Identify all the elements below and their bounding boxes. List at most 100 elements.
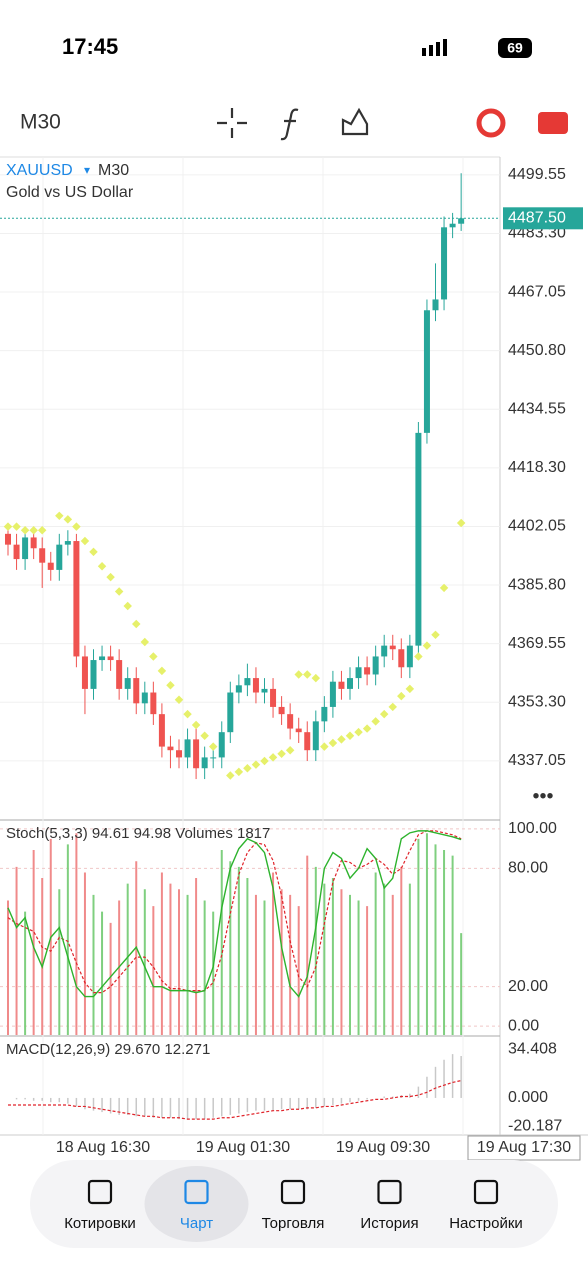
toolbar-icons[interactable] bbox=[217, 107, 568, 141]
time-label: 19 Aug 09:30 bbox=[336, 1139, 430, 1156]
stoch-tick-label: 100.00 bbox=[508, 820, 557, 837]
nav-label[interactable]: Чарт bbox=[180, 1215, 213, 1232]
candle-body bbox=[193, 739, 200, 769]
more-button[interactable]: ••• bbox=[532, 785, 553, 807]
sar-dot bbox=[303, 670, 312, 679]
candle-body bbox=[406, 645, 413, 668]
timeframe-button[interactable]: M30 bbox=[20, 111, 61, 134]
symbol-dropdown[interactable]: ▾ bbox=[84, 163, 90, 177]
price-tick-label: 4418.30 bbox=[508, 459, 566, 476]
symbol[interactable]: XAUUSD bbox=[6, 162, 73, 179]
price-tick-label: 4450.80 bbox=[508, 342, 566, 359]
time-label: 19 Aug 17:30 bbox=[477, 1139, 571, 1156]
sar-dot bbox=[320, 742, 329, 751]
candle-body bbox=[415, 432, 422, 646]
time-label-box bbox=[467, 1135, 581, 1161]
candle-body bbox=[81, 656, 88, 689]
candle-body bbox=[201, 757, 208, 769]
candle-body bbox=[107, 656, 114, 661]
candle-body bbox=[398, 649, 405, 668]
candle-body bbox=[56, 544, 63, 570]
candle-body bbox=[321, 706, 328, 722]
candle-body bbox=[278, 706, 285, 715]
stoch-label: Stoch(5,3,3) 94.61 94.98 Volumes 1817 bbox=[6, 825, 270, 842]
nav-label[interactable]: Торговля bbox=[262, 1215, 325, 1232]
macd-tick-label: 0.000 bbox=[508, 1089, 548, 1106]
candle-body bbox=[210, 757, 217, 759]
price-tick-label: 4337.05 bbox=[508, 752, 566, 769]
candle-body bbox=[30, 537, 37, 549]
candle-body bbox=[73, 541, 80, 657]
nav-label[interactable]: Настройки bbox=[449, 1215, 523, 1232]
sar-dot bbox=[294, 670, 303, 679]
nav-icon[interactable] bbox=[184, 1179, 209, 1205]
candle-body bbox=[5, 533, 11, 545]
status-time: 17:45 bbox=[62, 34, 118, 59]
candle-body bbox=[116, 660, 123, 689]
candle-body bbox=[270, 688, 277, 707]
candle-body bbox=[235, 685, 242, 693]
price-tick-label: 4353.30 bbox=[508, 693, 566, 710]
nav-label[interactable]: История bbox=[360, 1215, 418, 1232]
candle-body bbox=[227, 692, 234, 733]
nav-icon[interactable] bbox=[87, 1179, 113, 1205]
candle-body bbox=[124, 678, 131, 689]
stoch-d-line bbox=[7, 830, 462, 994]
current-price-label: 4487.50 bbox=[508, 210, 566, 227]
candle-body bbox=[441, 227, 448, 300]
sar-dot bbox=[405, 684, 415, 694]
candle-body bbox=[329, 681, 336, 707]
price-tick-label: 4499.55 bbox=[508, 166, 566, 183]
sar-dot bbox=[431, 630, 440, 640]
sar-dot bbox=[345, 731, 355, 741]
candle-body bbox=[150, 692, 157, 715]
candle-body bbox=[295, 728, 302, 733]
nav-icon[interactable] bbox=[377, 1179, 402, 1205]
candle-body bbox=[252, 678, 259, 693]
stoch-tick-label: 80.00 bbox=[508, 860, 548, 877]
nav-items: Котировки Чарт Торговля История Настройки bbox=[64, 1166, 523, 1242]
stoch-tick-label: 20.00 bbox=[508, 978, 548, 995]
macd-tick-label: -20.187 bbox=[508, 1118, 562, 1135]
price-tick-label: 4369.55 bbox=[508, 635, 566, 652]
sar-dot bbox=[311, 673, 321, 683]
candle-body bbox=[47, 562, 54, 570]
sar-dot bbox=[268, 753, 278, 762]
candle-body bbox=[218, 732, 225, 758]
time-label: 18 Aug 16:30 bbox=[56, 1139, 150, 1156]
candle-body bbox=[381, 645, 388, 657]
candle-body bbox=[158, 714, 165, 747]
sar-dot bbox=[277, 749, 286, 759]
signal-icon bbox=[422, 39, 447, 56]
candle-body bbox=[312, 721, 319, 751]
nav-icon[interactable] bbox=[473, 1179, 499, 1205]
candle-body bbox=[423, 310, 430, 433]
macd-tick-label: 34.408 bbox=[508, 1041, 557, 1058]
candle-body bbox=[261, 688, 268, 693]
current-price-box bbox=[503, 207, 583, 230]
nav-icon[interactable] bbox=[280, 1179, 306, 1205]
candle-body bbox=[22, 537, 29, 560]
battery-level: 69 bbox=[507, 40, 523, 56]
sar-dot bbox=[379, 709, 389, 719]
sar-dot bbox=[362, 724, 372, 733]
candle-body bbox=[39, 548, 46, 563]
candle-body bbox=[13, 544, 20, 560]
sar-dot bbox=[397, 691, 406, 701]
candle-body bbox=[372, 656, 379, 675]
candle-body bbox=[244, 678, 251, 686]
sar-dot bbox=[260, 756, 269, 766]
macd-signal-line bbox=[8, 1080, 462, 1120]
sar-dot bbox=[388, 702, 397, 712]
price-tick-label: 4467.05 bbox=[508, 283, 566, 300]
macd-label: MACD(12,26,9) 29.670 12.271 bbox=[6, 1041, 210, 1058]
nav-label[interactable]: Котировки bbox=[64, 1215, 136, 1232]
sar-dot bbox=[328, 738, 338, 748]
time-label: 19 Aug 01:30 bbox=[196, 1139, 290, 1156]
candle-body bbox=[458, 218, 465, 224]
candle-body bbox=[64, 541, 71, 545]
candle-body bbox=[133, 678, 140, 704]
